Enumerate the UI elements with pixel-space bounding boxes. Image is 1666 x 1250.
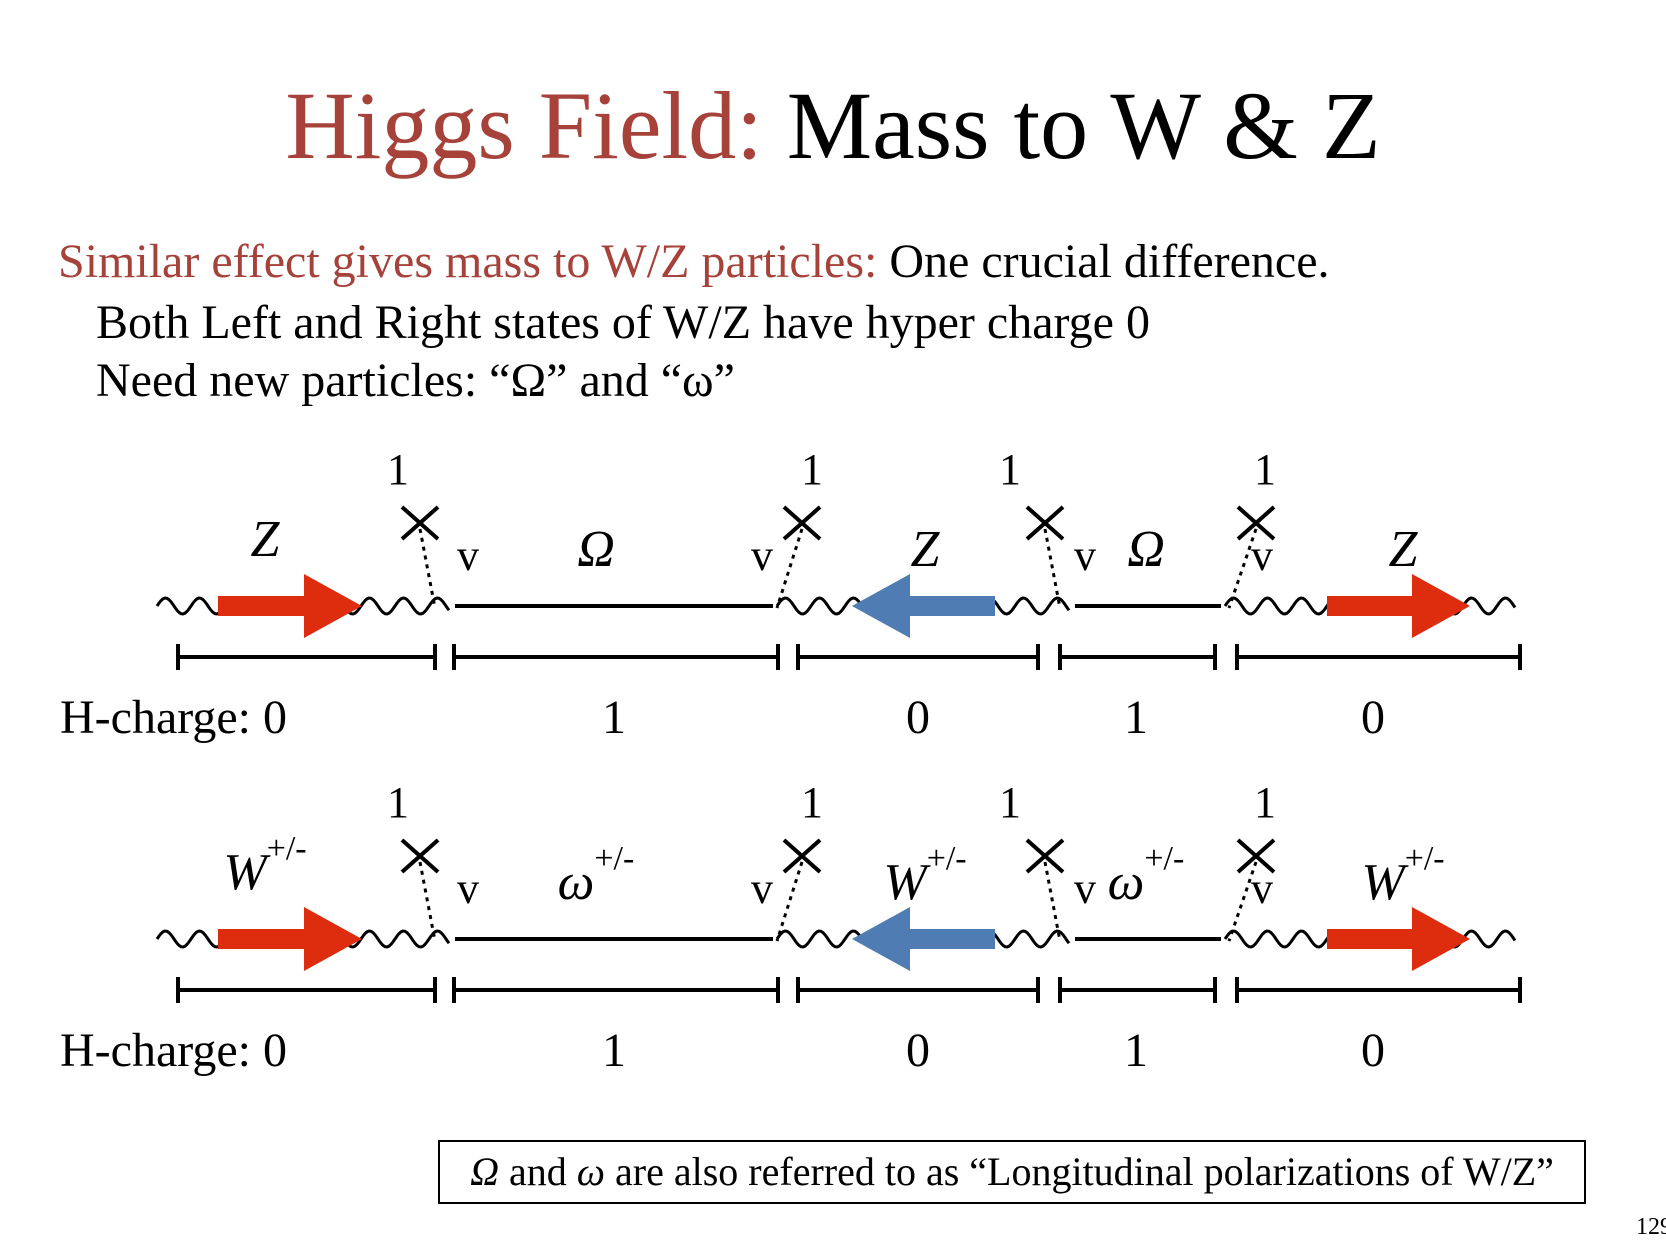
title-black-part: Mass to W & Z: [786, 72, 1381, 179]
vev-label: v: [751, 531, 773, 580]
vertex-label: 1: [999, 778, 1021, 827]
hcharge-value: 0: [1361, 691, 1385, 744]
vev-cross-icon: [782, 505, 822, 541]
vertex-label: 1: [801, 778, 823, 827]
vertex-label: 1: [387, 445, 409, 494]
left-arrow-icon: [852, 907, 995, 971]
vev-cross-icon: [1025, 505, 1065, 541]
boson-label: W+/-: [883, 840, 966, 911]
vertex-label: 1: [387, 778, 409, 827]
right-arrow-icon: [218, 574, 362, 638]
vev-dotted-line: [775, 861, 804, 942]
note-omega-upper: Ω: [470, 1149, 500, 1194]
vertex-label: 1: [1254, 445, 1276, 494]
boson-superscript: +/-: [927, 840, 967, 877]
right-arrow-icon: [1327, 907, 1470, 971]
vertex-label: 1: [1254, 778, 1276, 827]
boson-label: W+/-: [223, 830, 306, 901]
intro-red-text: Similar effect gives mass to W/Z particl…: [58, 235, 878, 288]
vev-cross-icon: [1025, 838, 1065, 874]
boson-superscript: +/-: [1405, 840, 1445, 877]
boson-label: W+/-: [1361, 840, 1444, 911]
intro-line-2: Both Left and Right states of W/Z have h…: [96, 296, 1150, 349]
vev-cross-icon: [400, 838, 440, 874]
right-arrow-icon: [218, 907, 362, 971]
vev-label: v: [457, 864, 479, 913]
vev-label: v: [1251, 864, 1273, 913]
intro-line-3: Need new particles: “Ω” and “ω”: [96, 354, 735, 407]
left-arrow-icon: [852, 574, 995, 638]
new-particle-label: Ω: [577, 521, 615, 578]
longitudinal-note-box: Ω and ω are also referred to as “Longitu…: [438, 1140, 1586, 1204]
vev-cross-icon: [782, 838, 822, 874]
vev-label: v: [1074, 531, 1096, 580]
boson-label: Z: [1389, 521, 1419, 578]
hcharge-value: 1: [1124, 1024, 1148, 1077]
vev-label: v: [1074, 864, 1096, 913]
right-arrow-icon: [1327, 574, 1470, 638]
hcharge-value: 1: [602, 691, 626, 744]
intro-black-text: One crucial difference.: [889, 235, 1330, 288]
boson-label: Z: [251, 511, 281, 568]
boson-label: Z: [911, 521, 941, 578]
hcharge-value: 0: [1361, 1024, 1385, 1077]
vev-dotted-line: [1043, 861, 1062, 942]
vev-cross-icon: [400, 505, 440, 541]
hcharge-value: 1: [1124, 691, 1148, 744]
vertex-label: 1: [999, 445, 1021, 494]
vev-label: v: [751, 864, 773, 913]
vev-label: v: [1251, 531, 1273, 580]
page-number: 129: [1636, 1214, 1666, 1240]
new-particle-superscript: +/-: [1144, 840, 1184, 877]
new-particle-label: ω+/-: [1108, 840, 1185, 911]
vev-cross-icon: [1236, 838, 1276, 874]
vev-cross-icon: [1236, 505, 1276, 541]
vev-dotted-line: [1043, 528, 1062, 609]
vertex-label: 1: [801, 445, 823, 494]
vev-label: v: [457, 531, 479, 580]
new-particle-label: Ω: [1127, 521, 1165, 578]
boson-superscript: +/-: [267, 830, 307, 867]
hcharge-value: 0: [906, 691, 930, 744]
hcharge-label: H-charge: 0: [60, 691, 287, 744]
hcharge-value: 0: [906, 1024, 930, 1077]
hcharge-value: 1: [602, 1024, 626, 1077]
new-particle-label: ω+/-: [558, 840, 635, 911]
page-title: Higgs Field: Mass to W & Z: [0, 78, 1666, 174]
note-omega-lower: ω: [576, 1149, 606, 1194]
hcharge-label: H-charge: 0: [60, 1024, 287, 1077]
vev-dotted-line: [418, 528, 437, 609]
title-red-part: Higgs Field:: [285, 72, 763, 179]
new-particle-superscript: +/-: [594, 840, 634, 877]
vev-dotted-line: [775, 528, 804, 609]
note-and: and: [499, 1149, 577, 1194]
vev-dotted-line: [418, 861, 437, 942]
intro-line-1: Similar effect gives mass to W/Z particl…: [58, 238, 1330, 286]
note-rest: are also referred to as “Longitudinal po…: [605, 1149, 1554, 1194]
